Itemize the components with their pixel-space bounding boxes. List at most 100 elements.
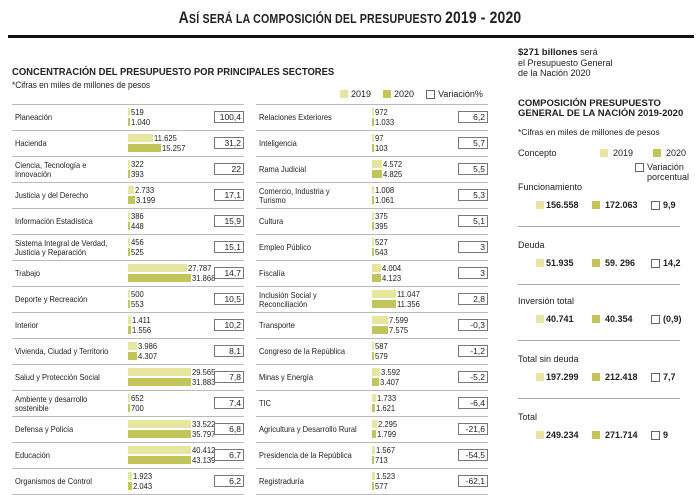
legend-variation: Variación porcentual (635, 162, 689, 182)
item-variation: (0,9) (651, 314, 682, 324)
sector-label: Ciencia, Tecnología e Innovación (15, 159, 87, 179)
bar-2020 (128, 248, 130, 256)
item-2020: 59. 296 (592, 258, 635, 268)
bar-2020 (128, 144, 161, 152)
sector-row: Minas y Energía 3.592 3.407 -5,2 (256, 364, 488, 390)
sector-row: Inteligencia 97 103 5,7 (256, 130, 488, 156)
sector-row: Defensa y Policía 33.522 35.797 6,8 (12, 416, 244, 442)
sector-label: Relaciones Exteriores (259, 112, 332, 122)
sector-label: Salud y Protección Social (15, 372, 100, 382)
bar-2019 (128, 368, 191, 376)
value-label-2020: 11.356 (397, 299, 421, 309)
sector-label: Comercio, Industria y Turismo (259, 185, 330, 205)
sector-label: Trabajo (15, 268, 41, 278)
item-2020: 40.354 (592, 314, 633, 324)
variation-box: 100,4 (214, 111, 244, 123)
value-label-2019: 97 (374, 133, 384, 143)
sector-bars: 2.733 3.199 (128, 185, 218, 207)
sector-bars: 97 103 (372, 133, 462, 155)
sector-bars: 29.565 31.883 (128, 367, 218, 389)
swatch-2020 (592, 259, 600, 267)
sector-row: Hacienda 11.625 15.257 31,2 (12, 130, 244, 156)
sector-label: Información Estadística (15, 216, 93, 226)
item-2020: 271.714 (592, 430, 638, 440)
sector-label: Interior (15, 320, 39, 330)
bar-2020 (128, 404, 130, 412)
sector-row: Ambiente y desarrollo sostenible 652 700 7,… (12, 390, 244, 416)
sector-bars: 4.572 4.825 (372, 159, 462, 181)
variation-box: 15,1 (214, 241, 244, 253)
sector-row: Trabajo 27.787 31.868 14,7 (12, 260, 244, 286)
sector-row: Inclusión Social y Reconciliación 11.047 1… (256, 286, 488, 312)
value-label-2019: 3.986 (137, 341, 157, 351)
value-label-2020: 1.799 (376, 429, 396, 439)
sector-label: Organismos de Control (15, 476, 92, 486)
item-divider (518, 398, 680, 399)
swatch-2019 (536, 431, 544, 439)
bar-2020 (372, 378, 380, 386)
value-label-2020: 1.061 (375, 195, 395, 205)
variation-box: 7,8 (214, 371, 244, 383)
bar-2019 (128, 134, 153, 142)
sector-bars: 4.004 4.123 (372, 263, 462, 285)
sector-row: Presidencia de la República 1.567 713 -54,5 (256, 442, 488, 468)
bar-2019 (128, 316, 131, 324)
sector-bars: 375 395 (372, 211, 462, 233)
sector-label: Deporte y Recreación (15, 294, 88, 304)
bar-2020 (128, 196, 135, 204)
bar-2019 (128, 290, 130, 298)
value-label-2020: 4.825 (383, 169, 403, 179)
value-label-2020: 525 (130, 247, 144, 257)
variation-box: 15,9 (214, 215, 244, 227)
sector-label: Educación (15, 450, 50, 460)
sector-bars: 33.522 35.797 (128, 419, 218, 441)
bar-2019 (372, 316, 389, 324)
sector-bars: 1.008 1.061 (372, 185, 462, 207)
value-label-2019: 1.923 (133, 471, 153, 481)
item-2019: 51.935 (536, 258, 574, 268)
bar-2020 (128, 274, 191, 282)
sector-label: Inclusión Social y Reconciliación (259, 289, 317, 309)
item-variation: 7,7 (651, 372, 676, 382)
sector-row: Empleo Público 527 543 3 (256, 234, 488, 260)
value-label-2019: 33.522 (192, 419, 216, 429)
value-label-2020: 4.123 (381, 273, 401, 283)
bar-2019 (372, 108, 375, 116)
sector-bars: 11.047 11.356 (372, 289, 462, 311)
bar-2019 (128, 472, 133, 480)
sector-label: Ambiente y desarrollo sostenible (15, 393, 88, 413)
sector-bars: 2.295 1.799 (372, 419, 462, 441)
swatch-2019 (536, 315, 544, 323)
sector-row: Deporte y Recreación 500 553 10,5 (12, 286, 244, 312)
value-label-2019: 386 (130, 211, 144, 221)
item-variation: 14,2 (651, 258, 681, 268)
sector-row: Justicia y del Derecho 2.733 3.199 17,1 (12, 182, 244, 208)
bar-2019 (128, 160, 130, 168)
value-label-2020: 3.199 (135, 195, 155, 205)
sector-row: Fiscalía 4.004 4.123 3 (256, 260, 488, 286)
sector-bars: 519 1.040 (128, 107, 218, 129)
composition-item: Total sin deuda 197.299 212.418 7,7 (518, 354, 694, 386)
sector-row: Salud y Protección Social 29.565 31.883 7,8 (12, 364, 244, 390)
composition-item: Funcionamiento 156.558 172.063 9,9 (518, 182, 694, 214)
sector-bars: 1.923 2.043 (128, 471, 218, 493)
bar-2020 (372, 170, 383, 178)
title-main: SÍ SERÁ LA COMPOSICIÓN DEL PRESUPUESTO (188, 11, 446, 26)
value-label-2019: 1.523 (376, 471, 396, 481)
value-label-2020: 448 (130, 221, 144, 231)
sector-bars: 3.592 3.407 (372, 367, 462, 389)
value-label-2020: 7.575 (389, 325, 409, 335)
bar-2020 (128, 352, 138, 360)
value-label-2019: 519 (130, 107, 144, 117)
variation-box: -5,2 (458, 371, 488, 383)
sector-bars: 386 448 (128, 211, 218, 233)
bar-2019 (372, 446, 376, 454)
sector-label: Hacienda (15, 138, 47, 148)
value-label-2019: 527 (374, 237, 388, 247)
item-variation: 9,9 (651, 200, 676, 210)
bar-2020 (372, 248, 374, 256)
legend-2019: 2019 (600, 148, 633, 158)
variation-box: 3 (458, 241, 488, 253)
value-label-2019: 587 (374, 341, 388, 351)
value-label-2020: 393 (130, 169, 144, 179)
